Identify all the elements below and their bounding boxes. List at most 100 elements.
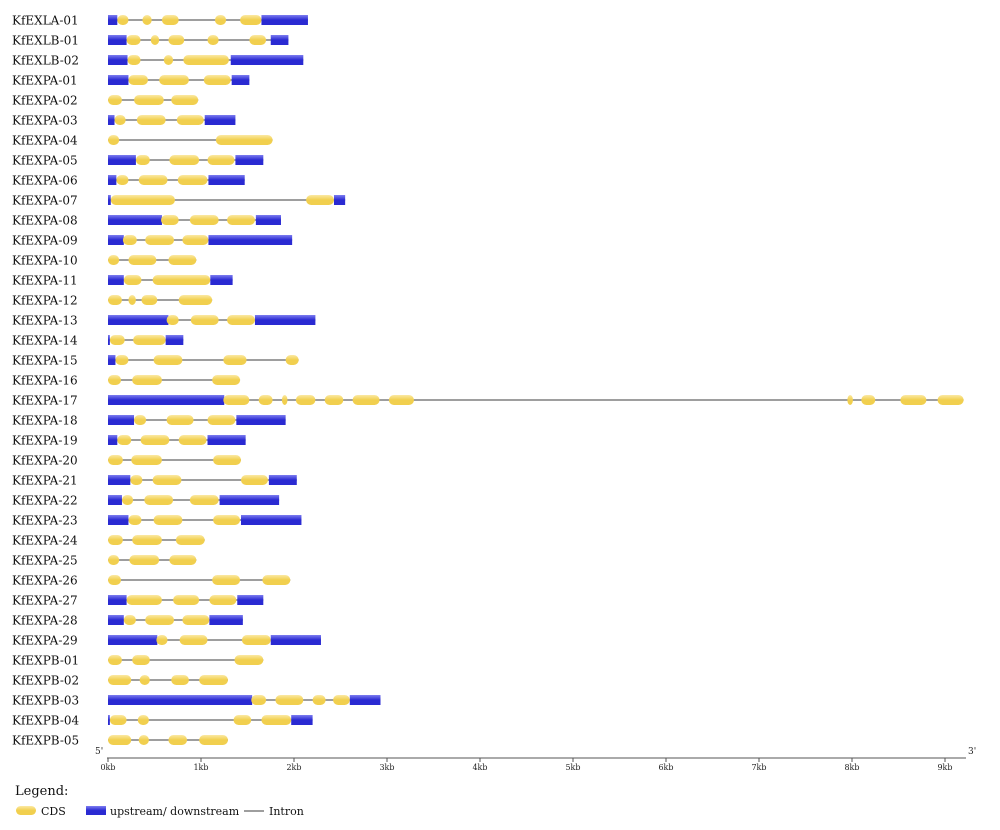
cds-exon <box>161 215 179 225</box>
utr-segment <box>235 155 264 165</box>
cds-exon <box>251 695 267 705</box>
gene-name: KfEXPA-05 <box>12 154 78 168</box>
utr-segment <box>255 215 281 225</box>
utr-segment <box>291 715 313 725</box>
utr-segment <box>219 495 280 505</box>
utr-segment <box>231 75 250 85</box>
cds-exon <box>223 355 247 365</box>
cds-exon <box>108 575 122 585</box>
cds-exon <box>227 215 255 225</box>
gene-name: KfEXPA-01 <box>12 74 78 88</box>
legend-title: Legend: <box>15 784 68 799</box>
kb-axis: 5' 3' 0kb 1kb 2kb 3kb 4kb 5kb 6kb 7kb 8kb 9kb <box>95 747 976 772</box>
cds-exon <box>295 395 316 405</box>
cds-exon <box>214 15 227 25</box>
gene-name: KfEXPB-05 <box>12 734 79 748</box>
cds-exon <box>108 295 122 305</box>
axis-tick-label: 2kb <box>286 763 301 772</box>
cds-exon <box>140 435 170 445</box>
gene-row: KfEXPA-05 <box>12 154 264 168</box>
utr-segment <box>108 635 158 645</box>
utr-segment <box>210 275 233 285</box>
utr-segment <box>254 315 316 325</box>
cds-exon <box>135 155 150 165</box>
cds-exon <box>138 175 168 185</box>
gene-row: KfEXPA-08 <box>12 214 281 228</box>
gene-row: KfEXPA-14 <box>12 334 184 348</box>
cds-exon <box>168 255 197 265</box>
gene-name: KfEXPA-17 <box>12 394 78 408</box>
utr-segment <box>108 395 225 405</box>
cds-exon <box>179 635 208 645</box>
cds-exon <box>333 695 350 705</box>
utr-segment <box>108 695 253 705</box>
cds-exon <box>128 515 142 525</box>
gene-name: KfEXPA-18 <box>12 414 78 428</box>
cds-exon <box>240 15 262 25</box>
cds-exon <box>117 435 132 445</box>
cds-exon <box>847 395 853 405</box>
axis-tick-label: 9kb <box>937 763 952 772</box>
cds-exon <box>108 255 120 265</box>
cds-exon <box>116 175 129 185</box>
cds-exon <box>133 335 166 345</box>
cds-exon <box>134 95 164 105</box>
cds-exon <box>240 475 268 485</box>
utr-segment <box>261 15 308 25</box>
utr-segment <box>108 35 127 45</box>
cds-exon <box>234 655 264 665</box>
gene-row: KfEXPA-15 <box>12 354 299 368</box>
gene-name: KfEXPA-21 <box>12 474 78 488</box>
gene-name: KfEXPA-19 <box>12 434 78 448</box>
gene-row: KfEXPA-01 <box>12 74 250 88</box>
cds-exon <box>161 15 179 25</box>
gene-name: KfEXPA-24 <box>12 534 78 548</box>
cds-exon <box>108 535 123 545</box>
cds-exon <box>131 455 162 465</box>
utr-segment <box>108 615 124 625</box>
cds-exon <box>207 35 219 45</box>
cds-exon <box>324 395 344 405</box>
gene-row: KfEXPA-17 <box>12 394 964 408</box>
cds-exon <box>126 595 162 605</box>
gene-row: KfEXPA-23 <box>12 514 302 528</box>
utr-segment <box>108 215 162 225</box>
cds-exon <box>159 75 189 85</box>
utr-segment <box>108 595 127 605</box>
gene-row: KfEXPA-11 <box>12 274 233 288</box>
utr-segment <box>230 55 304 65</box>
utr-segment <box>108 155 136 165</box>
cds-exon <box>128 75 148 85</box>
utr-segment <box>108 715 110 725</box>
utr-segment <box>108 355 116 365</box>
gene-name: KfEXPB-03 <box>12 694 79 708</box>
gene-name: KfEXPA-09 <box>12 234 78 248</box>
cds-exon <box>178 435 207 445</box>
cds-exon <box>127 55 141 65</box>
gene-name: KfEXPA-23 <box>12 514 78 528</box>
axis-tick-label: 5kb <box>565 763 580 772</box>
axis-tick-label: 8kb <box>844 763 859 772</box>
utr-segment <box>165 335 184 345</box>
gene-rows: KfEXLA-01 KfEXLB-01 KfEXLB-02 KfEXPA-01 KfEX… <box>12 14 964 748</box>
utr-segment <box>333 195 346 205</box>
gene-name: KfEXPA-03 <box>12 114 78 128</box>
gene-name: KfEXPB-01 <box>12 654 79 668</box>
cds-exon <box>203 75 231 85</box>
gene-row: KfEXPB-03 <box>12 694 381 708</box>
cds-exon <box>122 235 137 245</box>
cds-exon <box>114 115 126 125</box>
legend-utr-label: upstream/ downstream <box>110 805 240 818</box>
cds-exon <box>129 555 160 565</box>
cds-exon <box>110 195 175 205</box>
gene-name: KfEXPA-12 <box>12 294 78 308</box>
cds-exon <box>132 375 162 385</box>
cds-exon <box>213 515 241 525</box>
utr-segment <box>108 15 118 25</box>
cds-exon <box>108 555 120 565</box>
legend-utr-swatch <box>86 806 106 815</box>
cds-exon <box>168 735 188 745</box>
cds-exon <box>108 655 122 665</box>
utr-segment <box>207 435 246 445</box>
cds-exon <box>171 95 199 105</box>
